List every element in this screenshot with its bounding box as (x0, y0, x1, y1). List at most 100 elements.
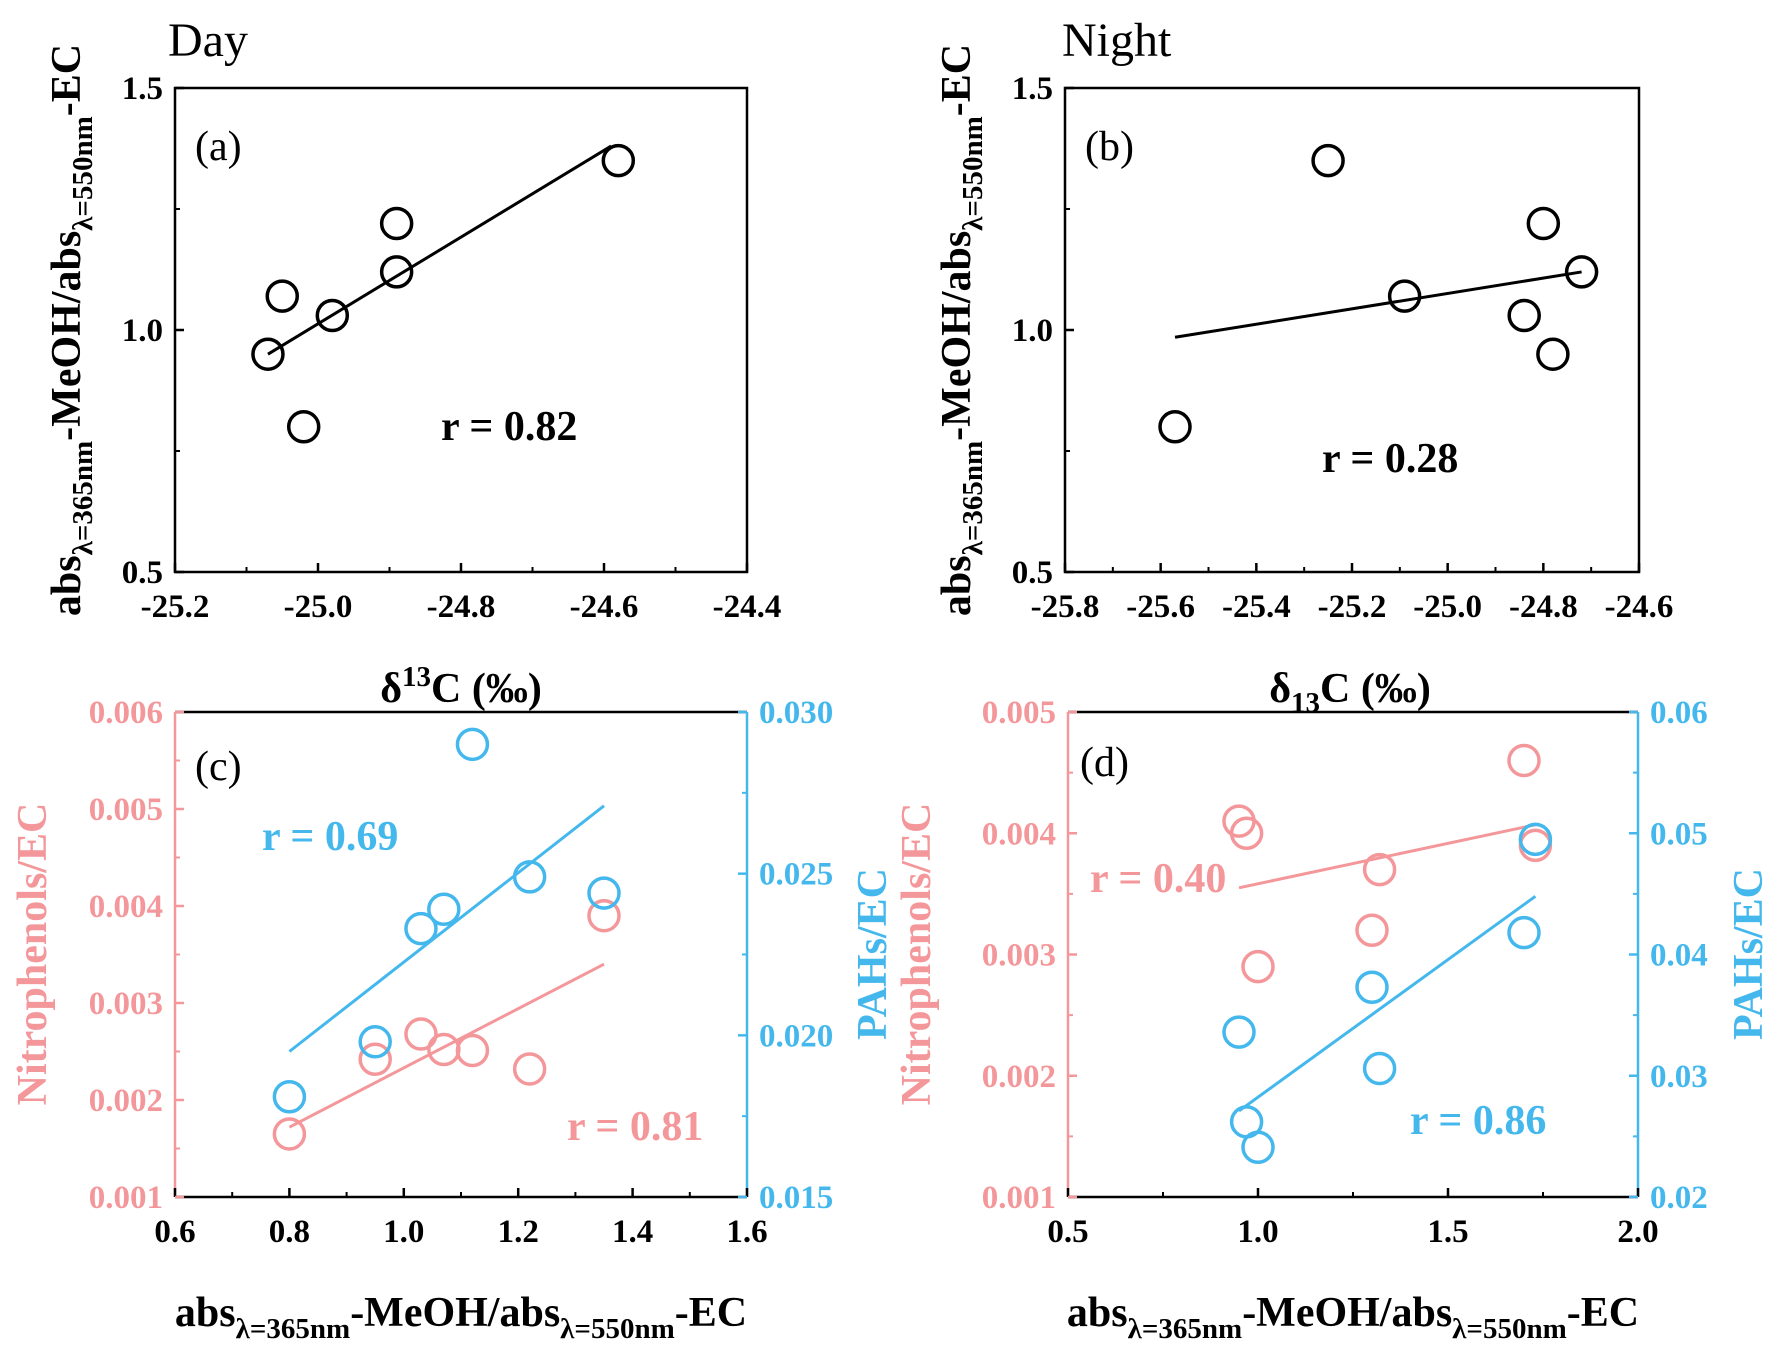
panel-c-r-label-pahs: r = 0.69 (262, 814, 398, 860)
panel-c-point-1-2 (404, 911, 438, 946)
panel-d-fit-line-1 (1238, 895, 1537, 1113)
panel-a-point-0-5 (379, 206, 414, 241)
panel-a-point-0-0 (251, 337, 285, 371)
panel-b-xtick-label: -25.8 (1031, 589, 1100, 625)
panel-c-point-1-1 (358, 1025, 392, 1059)
panel-b-xtick-label: -25.6 (1126, 589, 1195, 625)
panel-d-ytick-label-right: 0.04 (1650, 938, 1708, 974)
panel-b-point-0-4 (1526, 206, 1561, 241)
panel-a-xlabel: δ13C (‰) (380, 661, 542, 712)
panel-b-xtick-label: -25.0 (1413, 589, 1482, 625)
panel-a-xtick-label: -24.8 (427, 589, 496, 625)
panel-b-r-label: r = 0.28 (1322, 436, 1458, 482)
panel-d: (d) r = 0.40 r = 0.86 absλ=365nm-MeOH/ab… (894, 695, 1772, 1345)
panel-c-xlabel: absλ=365nm-MeOH/absλ=550nm-EC (175, 1290, 747, 1345)
panel-c-xtick-label: 0.8 (269, 1214, 310, 1250)
panel-c-point-1-3 (427, 892, 461, 926)
panel-c: (c) r = 0.69 r = 0.81 absλ=365nm-MeOH/ab… (10, 695, 896, 1345)
panel-d-point-0-1 (1229, 816, 1264, 850)
panel-c-point-1-4 (455, 727, 490, 762)
panel-b-point-0-2 (1387, 279, 1422, 313)
panel-d-ytick-label-left: 0.004 (982, 816, 1056, 852)
panel-c-ytick-label-left: 0.005 (89, 792, 163, 828)
panel-c-ytick-label-left: 0.006 (89, 695, 163, 731)
panel-b-frame (1063, 86, 1641, 574)
panel-d-point-1-4 (1362, 1051, 1397, 1086)
panel-c-point-0-3 (427, 1032, 461, 1067)
panel-c-ytick-label-left: 0.001 (89, 1180, 163, 1216)
panel-c-point-0-6 (587, 898, 621, 933)
panel-a-point-0-4 (379, 255, 414, 289)
panel-c-ylabel-right: PAHs/EC (850, 868, 896, 1040)
panel-d-ytick-label-left: 0.002 (982, 1059, 1056, 1095)
panel-b-title: Night (1062, 14, 1172, 67)
panel-b-plot: -25.8 -25.6 -25.4 -25.2 -25.0 -24.8 -24.6 0.5 1.… (1012, 71, 1674, 625)
panel-b-xtick-label: -25.4 (1222, 589, 1291, 625)
panel-c-point-0-1 (358, 1042, 392, 1077)
panel-c-ytick-label-left: 0.003 (89, 986, 163, 1022)
panel-c-point-0-0 (272, 1117, 307, 1151)
panel-a-point-0-1 (265, 279, 299, 313)
panel-c-plot: 0.6 0.8 1.0 1.2 1.4 1.6 0.001 0.002 0.003 0.004 0.… (89, 695, 834, 1250)
panel-b-ytick-label-left: 1.0 (1012, 313, 1053, 349)
panel-b-label: (b) (1085, 124, 1134, 170)
panel-d-point-0-3 (1355, 913, 1389, 947)
panel-a-ytick-label-left: 1.0 (122, 313, 163, 349)
panel-d-point-0-5 (1507, 743, 1541, 778)
panel-a-ytick-label-left: 1.5 (122, 71, 163, 107)
panel-a-xtick-label: -24.6 (570, 589, 639, 625)
panel-c-xtick-label: 0.6 (154, 1214, 195, 1250)
panel-d-xlabel: absλ=365nm-MeOH/absλ=550nm-EC (1067, 1290, 1639, 1345)
panel-d-r-label-pahs: r = 0.86 (1410, 1098, 1546, 1144)
panel-b-ytick-label-left: 0.5 (1012, 555, 1053, 591)
panel-b-point-0-3 (1507, 298, 1541, 333)
panel-c-point-0-2 (404, 1017, 438, 1051)
panel-a-xtick-label: -25.2 (141, 589, 210, 625)
panel-c-fit-line-0 (288, 962, 605, 1129)
panel-d-xtick-label: 0.5 (1047, 1214, 1088, 1250)
panel-c-ylabel-left: Nitrophenols/EC (10, 803, 56, 1106)
panel-c-point-1-6 (587, 876, 621, 910)
panel-b-point-0-1 (1311, 143, 1345, 178)
panel-c-ytick-label-left: 0.004 (89, 889, 163, 925)
panel-c-r-label-nitrophenols: r = 0.81 (567, 1104, 703, 1150)
panel-a-ylabel: absλ=365nm-MeOH/absλ=550nm-EC (44, 44, 99, 616)
panel-d-r-label-nitrophenols: r = 0.40 (1090, 856, 1226, 902)
panel-d-plot: 0.5 1.0 1.5 2.0 0.001 0.002 0.003 0.004 0.005 0.0… (982, 695, 1708, 1250)
panel-c-fit-line-1 (288, 804, 605, 1053)
panel-c-point-0-5 (512, 1052, 547, 1086)
panel-c-label: (c) (195, 744, 242, 790)
panel-d-point-1-0 (1222, 1015, 1256, 1049)
panel-a-point-0-2 (286, 410, 321, 444)
panel-d-point-1-6 (1518, 822, 1553, 857)
panel-b-point-0-0 (1158, 410, 1192, 444)
panel-b-fit-line-0 (1174, 270, 1582, 339)
panel-c-point-1-0 (272, 1080, 307, 1114)
panel-d-point-0-4 (1362, 852, 1397, 887)
panel-a: Day (a) r = 0.82 δ13C (‰) absλ=365nm-MeO… (44, 14, 781, 712)
panel-d-ytick-label-right: 0.06 (1650, 695, 1708, 731)
panel-b-ylabel: absλ=365nm-MeOH/absλ=550nm-EC (934, 44, 989, 616)
panel-d-ytick-label-left: 0.005 (982, 695, 1056, 731)
panel-b: Night (b) r = 0.28 δ13C (‰) absλ=365nm-M… (934, 14, 1673, 719)
panel-d-point-1-2 (1241, 1130, 1275, 1165)
panel-c-point-0-4 (455, 1033, 490, 1068)
panel-a-label: (a) (195, 124, 242, 170)
panel-a-frame (173, 86, 749, 574)
panel-b-xtick-label: -24.8 (1509, 589, 1578, 625)
panel-d-ylabel-left: Nitrophenols/EC (894, 803, 940, 1106)
panel-c-ytick-label-right: 0.015 (759, 1180, 833, 1216)
panel-d-ytick-label-left: 0.003 (982, 938, 1056, 974)
panel-d-ytick-label-left: 0.001 (982, 1180, 1056, 1216)
panel-c-xtick-label: 1.2 (498, 1214, 539, 1250)
panel-c-xtick-label: 1.4 (612, 1214, 653, 1250)
panel-b-point-0-5 (1536, 337, 1570, 371)
panel-c-xtick-label: 1.6 (726, 1214, 767, 1250)
panel-a-xtick-label: -24.4 (713, 589, 782, 625)
panel-a-r-label: r = 0.82 (441, 404, 577, 450)
panel-d-point-1-5 (1507, 915, 1541, 950)
panel-c-xtick-label: 1.0 (383, 1214, 424, 1250)
panel-b-xtick-label: -25.2 (1318, 589, 1387, 625)
panel-c-ytick-label-right: 0.020 (759, 1018, 833, 1054)
